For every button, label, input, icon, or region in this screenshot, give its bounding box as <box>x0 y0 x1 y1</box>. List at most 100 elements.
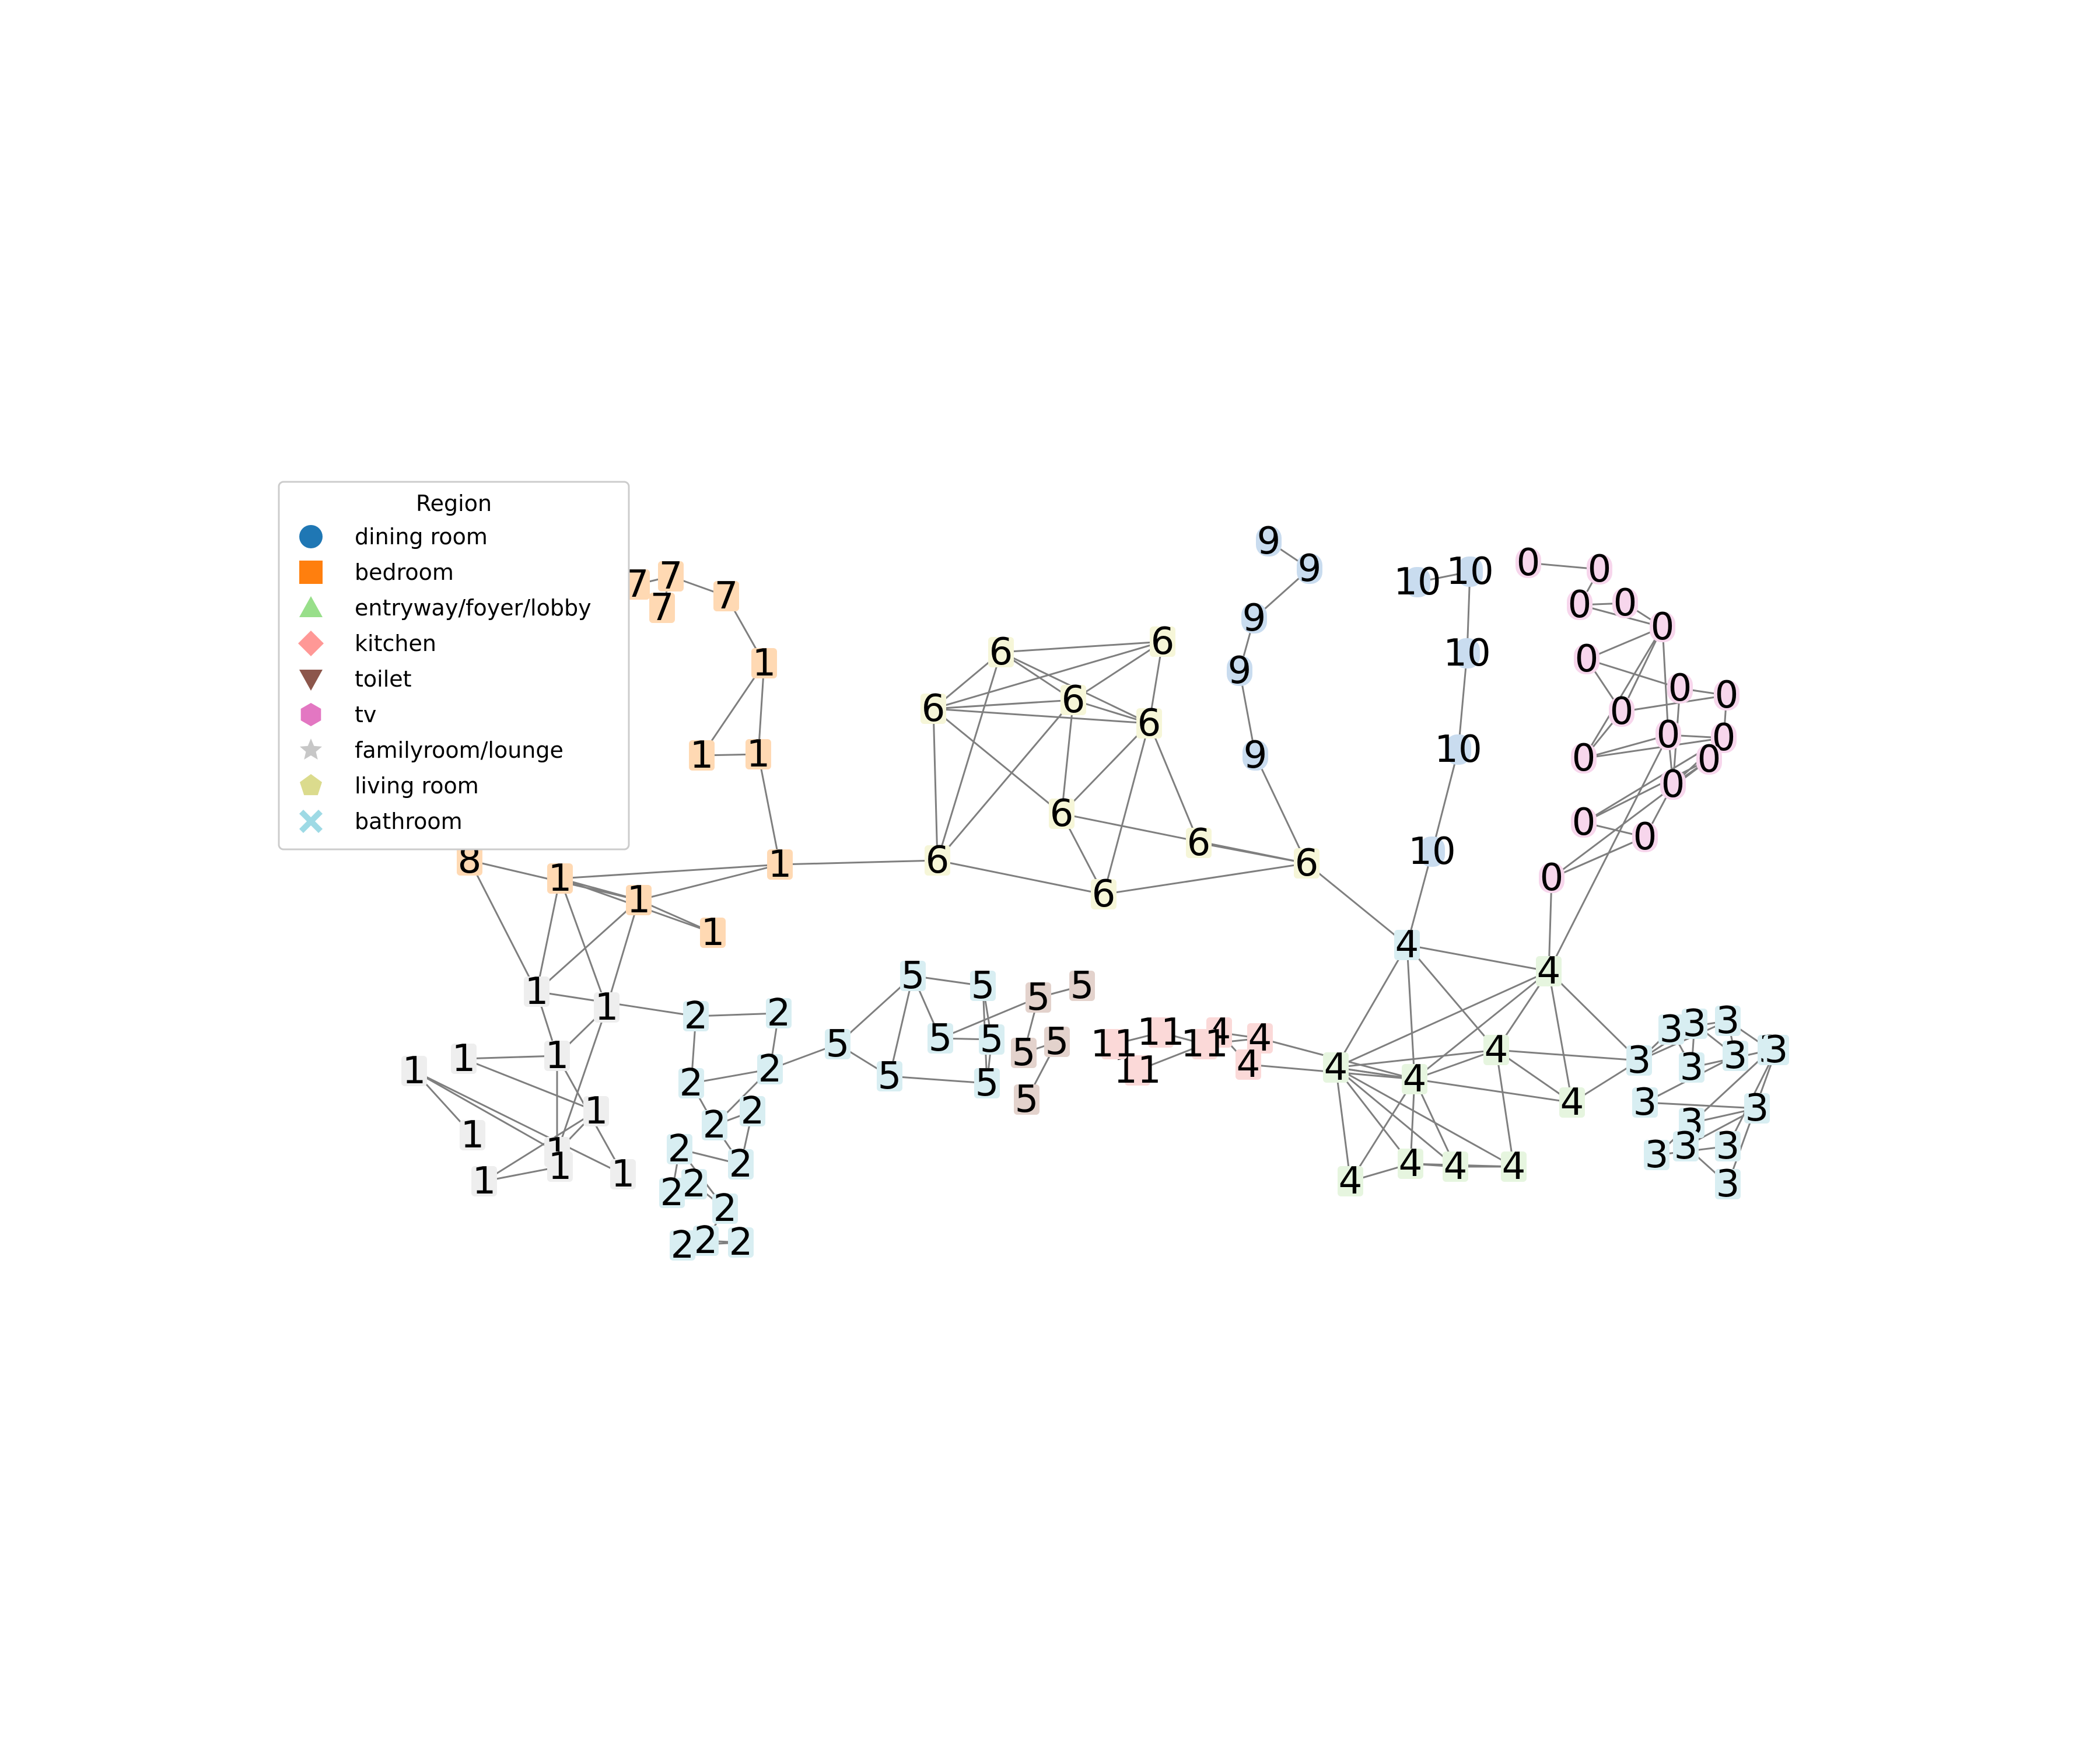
graph-edge <box>1620 626 1664 712</box>
legend-marker-icon <box>298 631 324 656</box>
graph-edge <box>1000 640 1163 653</box>
graph-edge <box>1583 758 1710 824</box>
node-label: 1 <box>752 642 776 685</box>
node-label: 0 <box>1633 816 1657 859</box>
graph-edge <box>933 699 1074 710</box>
graph-edge <box>536 878 561 992</box>
graph-edge <box>1254 755 1308 864</box>
node-marker <box>988 637 1014 667</box>
node-marker <box>1323 1052 1349 1083</box>
graph-edge <box>888 975 914 1077</box>
node-label: 2 <box>703 1104 727 1147</box>
node-label: 4 <box>1395 923 1419 967</box>
legend: Region dining room bedroom entryway/foyer/… <box>278 481 630 850</box>
node-label: 5 <box>975 1062 999 1105</box>
graph-node: 4 <box>1501 1145 1527 1188</box>
legend-label: familyroom/lounge <box>355 737 564 763</box>
node-label: 6 <box>1138 702 1161 745</box>
graph-node: 0 <box>1571 737 1597 780</box>
node-label: 0 <box>1588 548 1612 591</box>
node-marker <box>1574 644 1600 674</box>
node-marker <box>583 1096 609 1126</box>
graph-node: 1 <box>547 857 573 900</box>
node-marker <box>728 1227 754 1258</box>
node-label: 0 <box>1661 763 1685 806</box>
node-marker <box>524 977 550 1007</box>
graph-node: 7 <box>713 575 739 618</box>
graph-edge <box>1073 640 1163 701</box>
graph-node: 10 <box>1408 830 1455 873</box>
graph-edge <box>1335 1067 1352 1182</box>
node-marker <box>877 1061 902 1091</box>
graph-node: 9 <box>1256 520 1282 563</box>
graph-node: 1 <box>626 878 652 922</box>
graph-node: 3 <box>1723 1034 1748 1077</box>
node-marker <box>900 961 926 991</box>
graph-node: 11 <box>1137 1011 1184 1054</box>
node-marker <box>1650 612 1675 642</box>
graph-node: 1 <box>460 1114 485 1157</box>
node-marker <box>1227 656 1252 686</box>
node-label: 11 <box>1137 1011 1184 1054</box>
node-marker <box>1049 799 1074 829</box>
node-label: 3 <box>1680 1046 1704 1089</box>
graph-edge <box>937 859 1104 895</box>
graph-edge <box>1335 1066 1514 1168</box>
graph-node: 3 <box>1682 1002 1707 1045</box>
graph-node: 0 <box>1539 856 1564 900</box>
node-label: 7 <box>659 555 683 598</box>
node-label: 6 <box>989 631 1013 674</box>
node-label: 1 <box>768 843 792 886</box>
graph-node: 4 <box>1398 1142 1423 1185</box>
legend-label: dining room <box>355 524 488 550</box>
legend-label: bedroom <box>355 559 454 585</box>
node-marker <box>670 1230 695 1261</box>
legend-item: kitchen <box>298 631 436 656</box>
node-label: 10 <box>1394 561 1441 604</box>
graph-node: 0 <box>1714 674 1740 717</box>
graph-edge <box>701 663 765 756</box>
node-label: 2 <box>741 1090 765 1133</box>
graph-node: 2 <box>678 1062 704 1105</box>
node-label: 7 <box>715 575 738 618</box>
node-label: 3 <box>1724 1034 1748 1077</box>
node-label: 1 <box>627 878 651 922</box>
node-label: 2 <box>767 992 791 1035</box>
node-marker <box>1609 696 1634 727</box>
node-label: 6 <box>1187 821 1211 864</box>
node-label: 0 <box>1517 541 1541 584</box>
graph-node: 6 <box>921 687 946 730</box>
node-marker <box>1673 1131 1699 1161</box>
node-label: 0 <box>1540 856 1564 900</box>
graph-node: 9 <box>1241 597 1267 640</box>
legend-marker-icon <box>299 561 323 584</box>
graph-edge <box>1335 1067 1412 1164</box>
node-label: 2 <box>680 1062 704 1105</box>
node-marker <box>1763 1035 1789 1065</box>
node-marker <box>1394 930 1420 960</box>
node-marker <box>1711 723 1737 753</box>
node-label: 1 <box>461 1114 485 1157</box>
graph-node: 0 <box>1612 582 1638 625</box>
legend-item: toilet <box>299 666 412 692</box>
legend-marker-icon <box>299 596 323 617</box>
node-marker <box>1516 548 1541 578</box>
node-marker <box>1060 685 1086 715</box>
graph-node: 3 <box>1632 1081 1658 1124</box>
graph-edge <box>1406 944 1497 1051</box>
graph-node: 6 <box>1294 842 1320 885</box>
node-label: 1 <box>701 911 725 954</box>
legend-marker-icon <box>299 774 323 796</box>
node-marker <box>1186 828 1212 858</box>
node-label: 2 <box>694 1219 718 1262</box>
node-marker <box>624 569 650 600</box>
graph-edge <box>1406 944 1549 972</box>
node-marker <box>1632 1087 1658 1118</box>
node-marker <box>1026 982 1051 1013</box>
node-label: 6 <box>1151 620 1175 663</box>
graph-node: 10 <box>1394 561 1441 604</box>
graph-edge <box>1586 658 1681 690</box>
graph-node: 1 <box>689 734 715 777</box>
graph-node: 1 <box>451 1037 477 1080</box>
graph-edge <box>1103 862 1307 895</box>
